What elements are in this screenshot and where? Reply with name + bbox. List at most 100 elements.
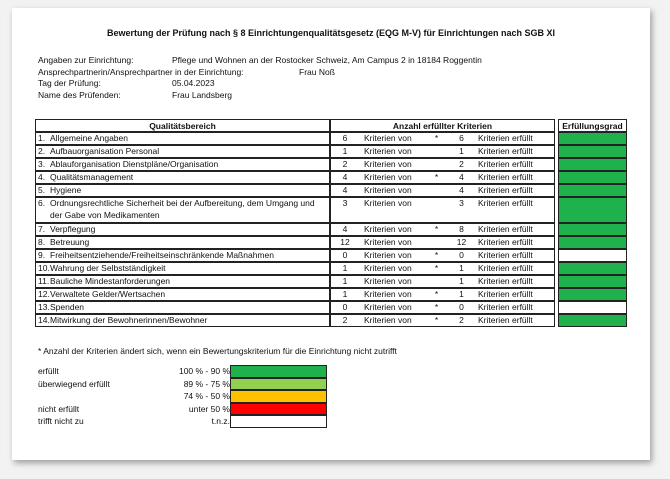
- row-cell: [35, 171, 330, 184]
- row-number: 5.: [38, 185, 46, 195]
- total-count: 4: [459, 172, 464, 182]
- row-cell: [35, 249, 330, 262]
- row-cell: [35, 262, 330, 275]
- count-cell: [330, 275, 555, 288]
- legend-swatch: [230, 390, 327, 403]
- legend-swatch: [230, 377, 327, 390]
- total-count: 4: [459, 185, 464, 195]
- row-cell: [35, 145, 330, 158]
- total-count: 3: [459, 198, 464, 208]
- title: Bewertung der Prüfung nach § 8 Einrichtu…: [106, 28, 556, 38]
- info-label: Name des Prüfenden:: [38, 89, 121, 100]
- legend-range: 100 % - 90 %: [178, 366, 230, 376]
- total-count: 1: [459, 289, 464, 299]
- legend-label: überwiegend erfüllt: [38, 378, 110, 389]
- legend-swatch: [230, 402, 327, 415]
- total-count: 2: [459, 315, 464, 325]
- grade-cell: [558, 132, 627, 145]
- legend-label: trifft nicht zu: [38, 416, 84, 426]
- row-number: 14.: [38, 315, 50, 325]
- fulfilled-count: 0: [342, 250, 348, 260]
- row-cell: [35, 236, 330, 249]
- row-number: 6.: [38, 198, 46, 208]
- of-text: Kriterien von: [364, 133, 412, 143]
- of-text: Kriterien von: [364, 185, 412, 195]
- fulfilled-count: 2: [342, 159, 348, 169]
- suffix-text: Kriterien erfüllt: [478, 146, 533, 156]
- row-cell: [35, 132, 330, 145]
- fulfilled-count: 4: [342, 172, 348, 182]
- legend-range: 74 % - 50 %: [183, 391, 230, 401]
- info-value: 05.04.2023: [172, 78, 215, 88]
- count-cell: [330, 171, 555, 184]
- of-text: Kriterien von: [364, 315, 412, 325]
- suffix-text: Kriterien erfüllt: [478, 302, 533, 312]
- row-name: Wahrung der Selbstständigkeit: [50, 263, 166, 273]
- of-text: Kriterien von: [364, 172, 412, 182]
- grade-cell: [558, 158, 627, 171]
- row-cell: [35, 275, 330, 288]
- total-count: 0: [459, 250, 464, 260]
- of-text: Kriterien von: [364, 237, 412, 247]
- suffix-text: Kriterien erfüllt: [478, 276, 533, 286]
- row-number: 11.: [38, 276, 50, 286]
- suffix-text: Kriterien erfüllt: [478, 159, 533, 169]
- document: Bewertung der Prüfung nach § 8 Einrichtu…: [12, 8, 650, 460]
- table-header: Anzahl erfüllter Kriterien: [330, 119, 555, 132]
- suffix-text: Kriterien erfüllt: [478, 263, 533, 273]
- row-number: 1.: [38, 133, 46, 143]
- asterisk: *: [434, 263, 439, 273]
- count-cell: [330, 288, 555, 301]
- row-cell: [35, 288, 330, 301]
- asterisk: *: [434, 133, 439, 143]
- info-value: Pflege und Wohnen an der Rostocker Schwe…: [172, 55, 482, 65]
- count-cell: [330, 314, 555, 327]
- row-number: 13.: [38, 302, 50, 312]
- asterisk: *: [434, 172, 439, 182]
- grade-cell: [558, 249, 627, 262]
- row-number: 3.: [38, 159, 46, 169]
- footnote: * Anzahl der Kriterien ändert sich, wenn…: [38, 346, 397, 356]
- grade-cell: [558, 171, 627, 184]
- total-count: 6: [459, 133, 464, 143]
- count-cell: [330, 236, 555, 249]
- row-number: 12.: [38, 289, 50, 299]
- fulfilled-count: 2: [342, 315, 348, 325]
- row-name: Hygiene: [50, 185, 82, 195]
- total-count: 1: [459, 263, 464, 273]
- grade-cell: [558, 223, 627, 236]
- suffix-text: Kriterien erfüllt: [478, 237, 533, 247]
- info-label: Angaben zur Einrichtung:: [38, 55, 134, 65]
- fulfilled-count: 0: [342, 302, 348, 312]
- count-cell: [330, 301, 555, 314]
- info-value: Frau Landsberg: [172, 89, 233, 100]
- row-cell: [35, 197, 330, 223]
- fulfilled-count: 12: [340, 237, 350, 247]
- table-header: Qualitätsbereich: [35, 119, 330, 132]
- total-count: 0: [459, 302, 464, 312]
- suffix-text: Kriterien erfüllt: [478, 198, 533, 208]
- suffix-text: Kriterien erfüllt: [478, 315, 533, 325]
- of-text: Kriterien von: [364, 224, 412, 234]
- of-text: Kriterien von: [364, 289, 412, 299]
- grade-cell: [558, 262, 627, 275]
- info-value: Frau Noß: [299, 66, 335, 77]
- row-number: 8.: [38, 237, 46, 247]
- of-text: Kriterien von: [364, 263, 412, 273]
- fulfilled-count: 1: [342, 289, 348, 299]
- total-count: 2: [459, 159, 464, 169]
- of-text: Kriterien von: [364, 250, 412, 260]
- row-cell: [35, 314, 330, 327]
- info-label: Ansprechpartnerin/Ansprechpartner in der…: [38, 66, 244, 77]
- asterisk: *: [434, 289, 439, 299]
- fulfilled-count: 1: [342, 263, 348, 273]
- count-cell: [330, 184, 555, 197]
- row-cell: [35, 301, 330, 314]
- row-number: 10.: [38, 263, 50, 273]
- suffix-text: Kriterien erfüllt: [478, 133, 533, 143]
- total-count: 8: [459, 224, 464, 234]
- row-name: Ablauforganisation Dienstpläne/Organisat…: [50, 159, 219, 169]
- fulfilled-count: 3: [342, 198, 348, 208]
- grade-cell: [558, 145, 627, 158]
- total-count: 1: [459, 146, 464, 156]
